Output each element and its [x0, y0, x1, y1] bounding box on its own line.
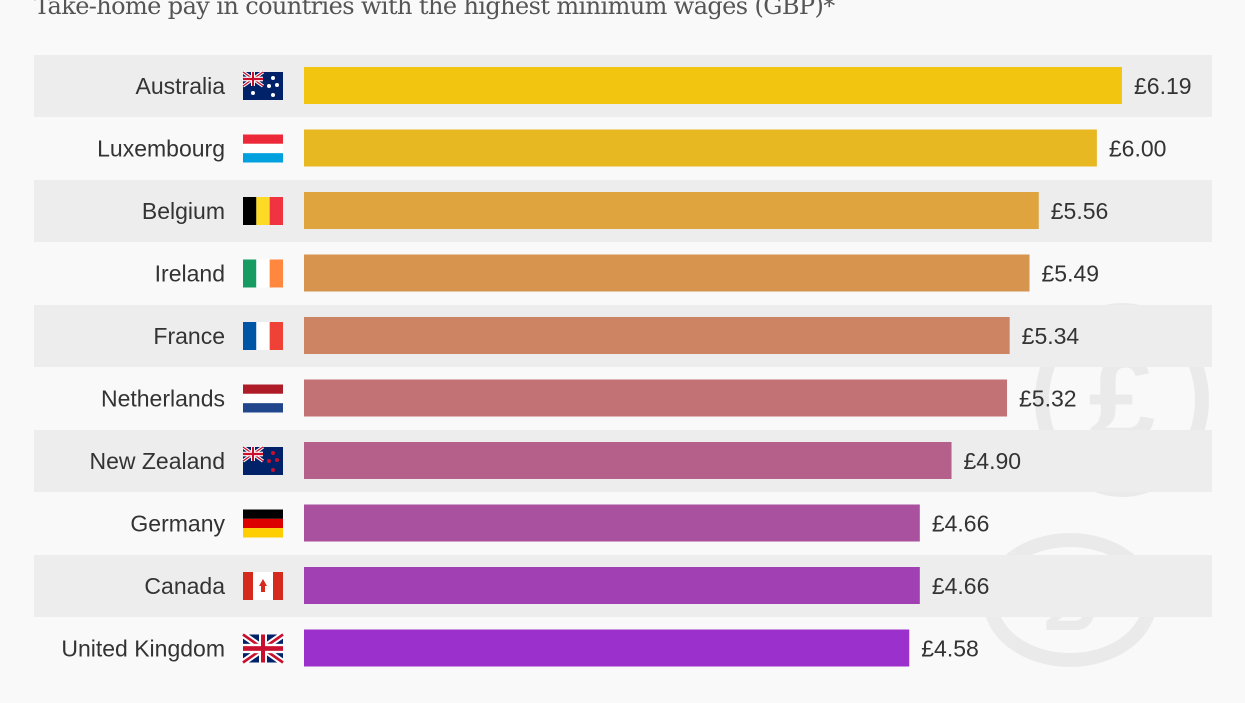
new-zealand-flag-icon — [242, 445, 283, 475]
germany-flag-icon — [243, 509, 283, 538]
bar — [304, 129, 1097, 167]
bar-row: Netherlands £5.32 — [101, 379, 1077, 417]
chart-title: Take-home pay in countries with the high… — [34, 0, 835, 20]
category-label: Netherlands — [101, 386, 225, 412]
category-label: Ireland — [155, 261, 225, 287]
bar-row: Luxembourg £6.00 — [97, 129, 1167, 167]
bar-row: France £5.34 — [34, 305, 1212, 367]
luxembourg-flag-icon — [243, 134, 283, 163]
bar-row: United Kingdom £4.58 — [61, 629, 979, 667]
category-label: United Kingdom — [61, 636, 225, 662]
bar — [304, 442, 952, 479]
category-label: Belgium — [142, 198, 225, 224]
bar-row: Belgium £5.56 — [34, 180, 1212, 242]
bar-row: Canada £4.66 — [34, 555, 1212, 617]
category-label: New Zealand — [89, 448, 225, 474]
category-label: Luxembourg — [97, 136, 225, 162]
bar — [304, 254, 1030, 292]
value-label: £5.56 — [1051, 198, 1109, 224]
category-label: France — [153, 323, 225, 349]
value-label: £4.90 — [964, 448, 1022, 474]
bar — [304, 67, 1122, 104]
bar — [304, 504, 920, 542]
category-label: Australia — [136, 73, 226, 99]
value-label: £4.66 — [932, 573, 990, 599]
value-label: £6.19 — [1134, 73, 1192, 99]
canada-flag-icon — [243, 572, 283, 600]
united-kingdom-flag-icon — [241, 631, 285, 666]
value-label: £5.34 — [1022, 323, 1080, 349]
category-label: Canada — [144, 573, 225, 599]
bar — [304, 317, 1010, 354]
value-label: £6.00 — [1109, 136, 1167, 162]
bar — [304, 192, 1039, 229]
value-label: £5.49 — [1041, 261, 1099, 287]
ireland-flag-icon — [243, 259, 283, 288]
bar — [304, 379, 1008, 417]
bar-row: Australia £6.19 — [34, 55, 1212, 117]
bar-row: Ireland £5.49 — [155, 254, 1099, 292]
bar-row: Germany £4.66 — [130, 504, 990, 542]
france-flag-icon — [243, 322, 283, 350]
netherlands-flag-icon — [243, 384, 283, 413]
australia-flag-icon — [242, 70, 283, 100]
bar — [304, 567, 920, 604]
value-label: £4.66 — [932, 511, 990, 537]
bar-row: New Zealand £4.90 — [34, 430, 1212, 492]
bar — [304, 629, 910, 667]
belgium-flag-icon — [243, 197, 283, 225]
category-label: Germany — [130, 511, 225, 537]
value-label: £5.32 — [1019, 386, 1077, 412]
value-label: £4.58 — [921, 636, 979, 662]
